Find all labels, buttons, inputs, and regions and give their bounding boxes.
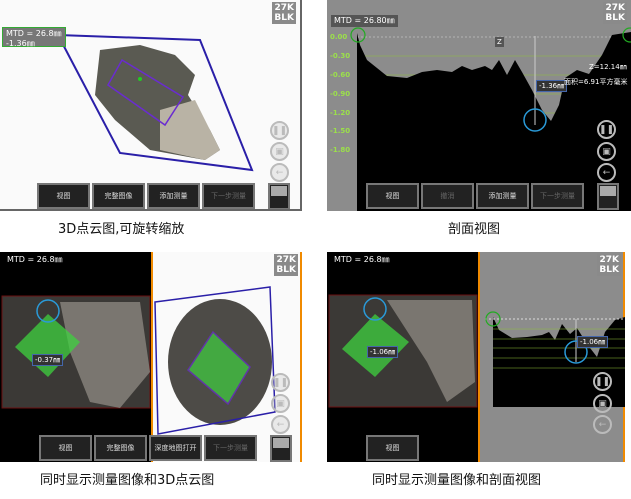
measure-and-3d-panel[interactable]: MTD = 26.8㎜ -0.37㎜ 27K BLK ❚❚ ▣ ← 视图 完整图像… <box>0 252 302 462</box>
right-endpoint-marker <box>622 27 631 43</box>
profile-view-panel[interactable]: MTD = 26.80㎜ 0.00 -0.30 -0.60 -0.90 -1.2… <box>327 0 631 211</box>
point-cloud-view[interactable] <box>0 0 302 211</box>
save-icon[interactable]: ▣ <box>271 394 290 413</box>
add-measurement-button[interactable]: 添加测量 <box>476 183 529 209</box>
view-button[interactable]: 视图 <box>37 183 90 209</box>
caption-1: 3D点云图,可旋转缩放 <box>58 222 185 237</box>
pause-icon[interactable]: ❚❚ <box>597 120 616 139</box>
layout-toggle-button[interactable] <box>597 183 619 210</box>
measure-and-profile-panel[interactable]: MTD = 26.8㎜ -1.06㎜ -1.06㎜ 27K BLK ❚❚ ▣ ← … <box>327 252 625 462</box>
view-button[interactable]: 视图 <box>39 435 92 461</box>
y-tick: -1.20 <box>330 109 351 117</box>
lowest-point-marker <box>523 108 547 132</box>
measurement-readout: MTD = 26.8㎜ -1.36㎜ <box>2 27 66 48</box>
y-tick: 0.00 <box>330 33 348 41</box>
depth-overlay <box>342 314 409 377</box>
measure-region <box>107 58 185 127</box>
next-measurement-button[interactable]: 下一步测量 <box>531 183 584 209</box>
z-value: Z=12.14㎜ <box>589 63 627 71</box>
profile-curve <box>357 32 631 211</box>
mode-badge: 27K BLK <box>274 254 298 276</box>
depth-map-toggle-button[interactable]: 深度地图打开 <box>149 435 202 461</box>
layout-toggle-button[interactable] <box>270 435 292 462</box>
depth-overlay <box>15 314 80 377</box>
arrow-left-icon[interactable]: ← <box>270 163 289 182</box>
area-value: 面积=6.91平方毫米 <box>564 78 628 86</box>
profile-curve <box>493 317 625 407</box>
mtd-value: MTD = 26.8㎜ <box>334 255 390 264</box>
view-button[interactable]: 视图 <box>366 183 419 209</box>
view-button[interactable]: 视图 <box>366 435 419 461</box>
arrow-left-icon[interactable]: ← <box>271 415 290 434</box>
mtd-value: MTD = 26.8㎜ <box>7 255 63 264</box>
caption-4: 同时显示测量图像和剖面视图 <box>372 473 542 488</box>
y-tick: -0.60 <box>330 71 351 79</box>
reference-plane <box>56 33 254 172</box>
arrow-left-icon[interactable]: ← <box>597 163 616 182</box>
mode-badge: 27K BLK <box>603 2 627 24</box>
pause-icon[interactable]: ❚❚ <box>593 372 612 391</box>
profile-depth-value: -1.06㎜ <box>577 336 609 348</box>
next-measurement-button[interactable]: 下一步测量 <box>204 435 257 461</box>
point-cloud-3d-panel[interactable]: MTD = 26.8㎜ -1.36㎜ 27K BLK ❚❚ ▣ ← 视图 完整图像… <box>0 0 302 211</box>
depth-value: -1.36㎜ <box>6 39 35 48</box>
save-icon[interactable]: ▣ <box>593 394 612 413</box>
full-image-button[interactable]: 完整图像 <box>94 435 147 461</box>
mode-badge: 27K BLK <box>272 2 296 24</box>
caption-2: 剖面视图 <box>448 222 501 237</box>
mode-badge: 27K BLK <box>597 254 621 276</box>
y-tick: -1.80 <box>330 146 351 154</box>
mtd-value: MTD = 26.8㎜ <box>6 29 62 38</box>
depth-value: -0.37㎜ <box>32 354 64 366</box>
pause-icon[interactable]: ❚❚ <box>270 121 289 140</box>
save-icon[interactable]: ▣ <box>597 142 616 161</box>
y-tick: -0.90 <box>330 90 351 98</box>
measure-region <box>187 330 251 406</box>
undo-button[interactable]: 撤消 <box>421 183 474 209</box>
mtd-value: MTD = 26.80㎜ <box>331 15 398 27</box>
layout-toggle-button[interactable] <box>268 183 290 209</box>
depth-value: -1.06㎜ <box>367 346 399 358</box>
y-tick: -0.30 <box>330 52 351 60</box>
profile-chart <box>350 27 631 211</box>
full-image-button[interactable]: 完整图像 <box>92 183 145 209</box>
caption-3: 同时显示测量图像和3D点云图 <box>40 473 215 488</box>
y-tick: -1.50 <box>330 127 351 135</box>
reference-plane <box>154 286 276 435</box>
depth-value: -1.36㎜ <box>536 80 568 92</box>
next-measurement-button[interactable]: 下一步测量 <box>202 183 255 209</box>
save-icon[interactable]: ▣ <box>270 142 289 161</box>
pause-icon[interactable]: ❚❚ <box>271 373 290 392</box>
add-measurement-button[interactable]: 添加测量 <box>147 183 200 209</box>
arrow-left-icon[interactable]: ← <box>593 415 612 434</box>
left-endpoint-marker <box>350 27 366 43</box>
axis-label-z: Z <box>495 37 504 47</box>
